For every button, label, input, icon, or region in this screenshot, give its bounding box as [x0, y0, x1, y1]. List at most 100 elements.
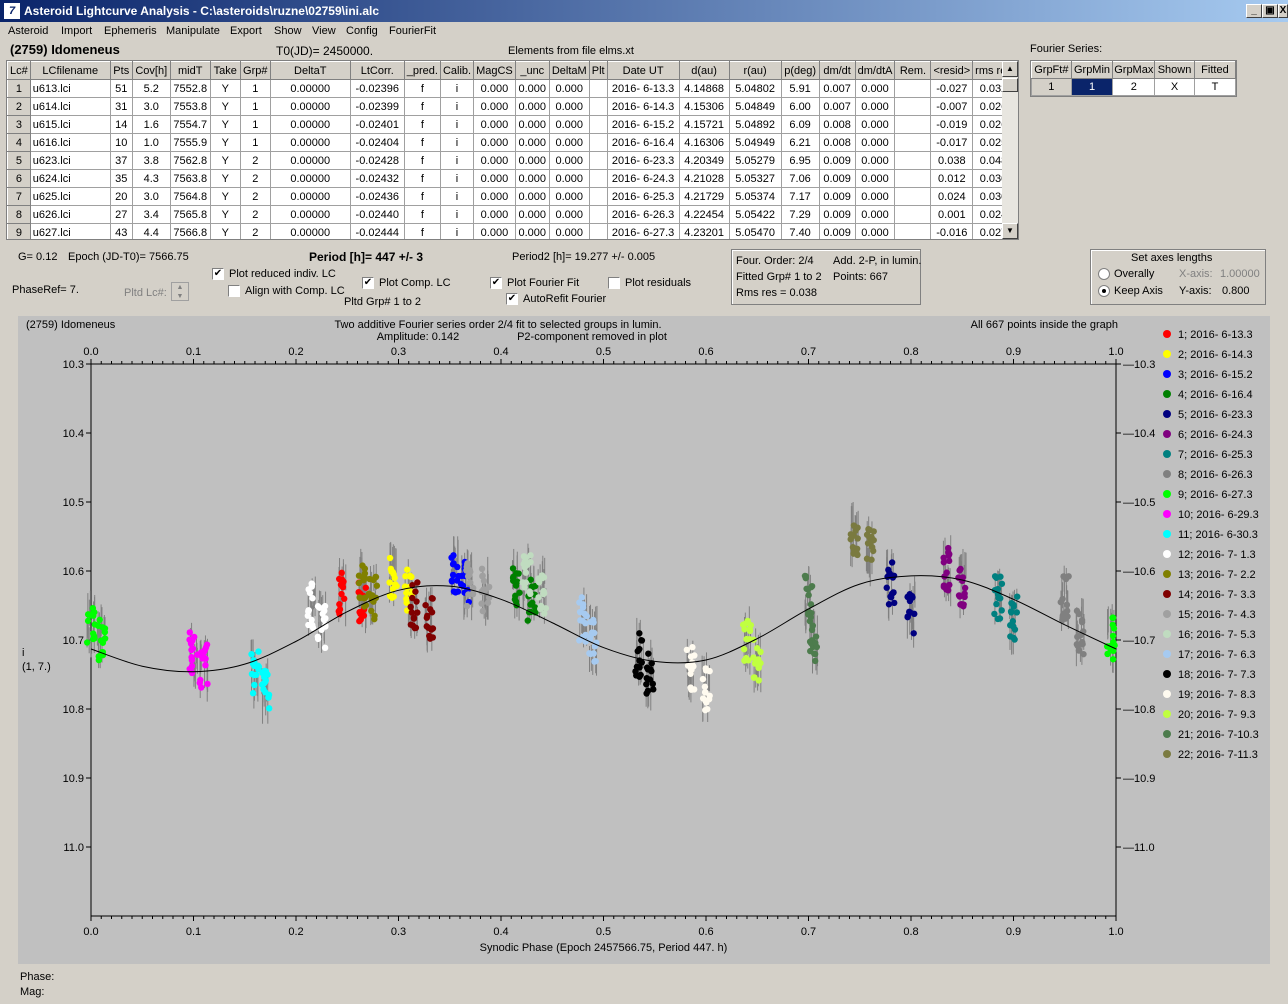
table-cell[interactable]: f	[403, 169, 441, 188]
table-cell[interactable]: 37	[109, 151, 133, 170]
align-comp-checkbox[interactable]: Align with Comp. LC	[228, 285, 345, 298]
table-row[interactable]: 1 u613.lci 51 5.2 7552.8 Y 1 0.00000 -0.02396 f i 0…	[7, 79, 1015, 98]
table-cell[interactable]: 0.012	[930, 169, 974, 188]
col-header-20[interactable]: dm/dtA	[854, 61, 896, 80]
table-cell[interactable]: 0.00000	[269, 79, 351, 98]
col-header-0[interactable]: Lc#	[7, 61, 31, 80]
table-cell[interactable]: 7553.8	[169, 97, 211, 116]
table-cell[interactable]: 6.95	[780, 151, 820, 170]
table-cell[interactable]: 2016- 6-14.3	[606, 97, 680, 116]
table-cell[interactable]: 0.000	[548, 79, 590, 98]
table-cell[interactable]: 0.000	[514, 169, 550, 188]
menu-export[interactable]: Export	[230, 25, 262, 37]
table-cell[interactable]: 7552.8	[169, 79, 211, 98]
table-cell[interactable]	[588, 151, 608, 170]
menu-show[interactable]: Show	[274, 25, 302, 37]
table-cell[interactable]: f	[403, 133, 441, 152]
table-cell[interactable]: Y	[209, 187, 241, 206]
table-cell[interactable]: 0.000	[514, 97, 550, 116]
table-cell[interactable]: Y	[209, 205, 241, 224]
table-cell[interactable]: 2	[239, 151, 271, 170]
table-cell[interactable]: 0.009	[818, 205, 856, 224]
table-cell[interactable]: 1	[239, 133, 271, 152]
table-cell[interactable]: 7.29	[780, 205, 820, 224]
table-row[interactable]: 8 u626.lci 27 3.4 7565.8 Y 2 0.00000 -0.02440 f i 0…	[7, 205, 1015, 224]
table-cell[interactable]: i	[439, 205, 475, 224]
table-cell[interactable]: 2016- 6-27.3	[606, 223, 680, 239]
table-cell[interactable]: Y	[209, 223, 241, 239]
table-cell[interactable]: 7565.8	[169, 205, 211, 224]
table-cell[interactable]	[588, 133, 608, 152]
table-cell[interactable]: -0.027	[930, 79, 974, 98]
col-header-11[interactable]: MagCS	[473, 61, 516, 80]
table-cell[interactable]: i	[439, 133, 475, 152]
table-cell[interactable]: 7.06	[780, 169, 820, 188]
fourier-cell-shown[interactable]: X	[1154, 78, 1195, 96]
table-cell[interactable]: 0.000	[548, 205, 590, 224]
plot-reduced-checkbox[interactable]: ✔ Plot reduced indiv. LC	[212, 268, 336, 281]
table-cell[interactable]: 0.00000	[269, 223, 351, 239]
table-cell[interactable]: 5.05470	[728, 223, 782, 239]
table-cell[interactable]: 0.000	[473, 151, 516, 170]
table-cell[interactable]: i	[439, 115, 475, 134]
table-cell[interactable]: 0.000	[473, 115, 516, 134]
table-cell[interactable]: 27	[109, 205, 133, 224]
col-header-9[interactable]: _pred.	[403, 61, 441, 80]
col-header-6[interactable]: Grp#	[239, 61, 271, 80]
table-cell[interactable]: 1.0	[131, 133, 171, 152]
scroll-up-arrow-icon[interactable]: ▲	[1002, 61, 1018, 77]
table-row[interactable]: 9 u627.lci 43 4.4 7566.8 Y 2 0.00000 -0.02444 f i 0…	[7, 223, 1015, 239]
plot-residuals-checkbox[interactable]: Plot residuals	[608, 277, 691, 290]
table-cell[interactable]	[588, 169, 608, 188]
autorefit-checkbox[interactable]: ✔ AutoRefit Fourier	[506, 293, 606, 306]
table-cell[interactable]: -0.02399	[349, 97, 405, 116]
table-cell[interactable]	[588, 205, 608, 224]
table-cell[interactable]: 5.04849	[728, 97, 782, 116]
table-cell[interactable]: -0.017	[930, 133, 974, 152]
table-row[interactable]: 3 u615.lci 14 1.6 7554.7 Y 1 0.00000 -0.02401 f i 0…	[7, 115, 1015, 134]
table-cell[interactable]: 0.000	[514, 205, 550, 224]
table-cell[interactable]	[588, 187, 608, 206]
table-row[interactable]: 5 u623.lci 37 3.8 7562.8 Y 2 0.00000 -0.02428 f i 0…	[7, 151, 1015, 170]
table-cell[interactable]: 5.05422	[728, 205, 782, 224]
table-cell[interactable]: 0.000	[514, 223, 550, 239]
table-cell[interactable]: 2016- 6-15.2	[606, 115, 680, 134]
table-cell[interactable]: 6.09	[780, 115, 820, 134]
table-cell[interactable]: 0.007	[818, 79, 856, 98]
table-cell[interactable]: 0.000	[854, 151, 896, 170]
table-cell[interactable]: -0.02396	[349, 79, 405, 98]
col-header-5[interactable]: Take	[209, 61, 241, 80]
table-cell[interactable]: 0.009	[818, 187, 856, 206]
row-header[interactable]: 7	[7, 187, 31, 206]
table-cell[interactable]: 2016- 6-24.3	[606, 169, 680, 188]
table-cell[interactable]: 7.17	[780, 187, 820, 206]
table-cell[interactable]: 5.2	[131, 79, 171, 98]
table-cell[interactable]: 0.000	[854, 133, 896, 152]
table-cell[interactable]: 2016- 6-23.3	[606, 151, 680, 170]
table-cell[interactable]: -0.016	[930, 223, 974, 239]
menu-config[interactable]: Config	[346, 25, 378, 37]
table-cell[interactable]: Y	[209, 169, 241, 188]
table-cell[interactable]: 20	[109, 187, 133, 206]
fourier-cell-grpft[interactable]: 1	[1031, 78, 1072, 96]
table-cell[interactable]: 0.000	[473, 223, 516, 239]
row-header[interactable]: 4	[7, 133, 31, 152]
table-cell[interactable]: 7.40	[780, 223, 820, 239]
table-cell[interactable]: 0.00000	[269, 187, 351, 206]
table-cell[interactable]: 51	[109, 79, 133, 98]
table-cell[interactable]: 4.16306	[678, 133, 730, 152]
table-cell[interactable]: u625.lci	[29, 187, 111, 206]
table-cell[interactable]: 4.23201	[678, 223, 730, 239]
table-cell[interactable]: -0.02440	[349, 205, 405, 224]
table-cell[interactable]: 0.000	[854, 97, 896, 116]
col-header-16[interactable]: d(au)	[678, 61, 730, 80]
row-header[interactable]: 1	[7, 79, 31, 98]
table-cell[interactable]	[894, 97, 932, 116]
col-header-17[interactable]: r(au)	[728, 61, 782, 80]
plot-fourier-checkbox[interactable]: ✔ Plot Fourier Fit	[490, 277, 579, 290]
table-cell[interactable]: 0.000	[854, 205, 896, 224]
table-cell[interactable]: -0.02401	[349, 115, 405, 134]
close-button[interactable]: X	[1278, 4, 1288, 18]
table-cell[interactable]: 5.04802	[728, 79, 782, 98]
col-header-22[interactable]: <resid>	[930, 61, 974, 80]
